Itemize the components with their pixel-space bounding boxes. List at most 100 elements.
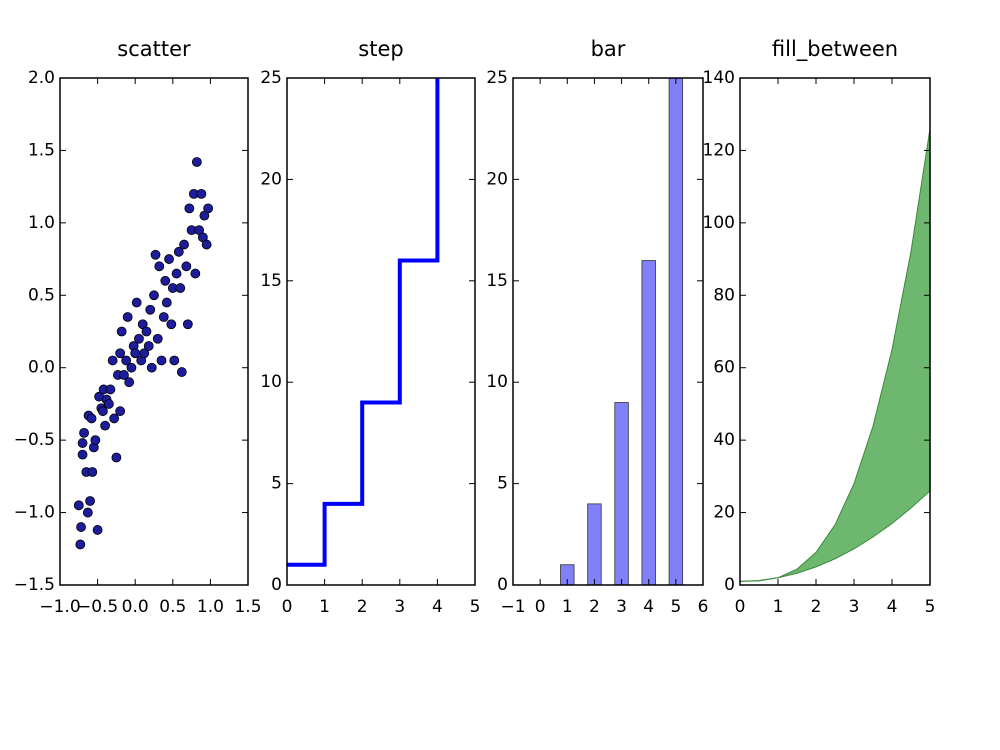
scatter-point	[149, 290, 159, 301]
y-tick-label: 100	[703, 213, 735, 233]
x-tick-label: 3	[616, 597, 627, 617]
y-tick-label: 25	[486, 68, 508, 88]
y-tick-label: 0	[724, 575, 735, 595]
scatter-point	[150, 249, 161, 260]
x-tick-label: 0.0	[122, 597, 149, 617]
scatter-point	[121, 355, 132, 366]
scatter-point	[156, 355, 167, 366]
scatter-point	[176, 367, 187, 377]
scatter-point	[92, 525, 103, 535]
y-tick-label: 15	[486, 271, 508, 291]
scatter-point	[139, 348, 150, 359]
scatter-point	[134, 333, 144, 344]
scatter-point	[169, 355, 180, 366]
scatter-point	[122, 312, 133, 322]
subplot-title: scatter	[117, 37, 191, 61]
y-tick-label: 0.5	[28, 285, 55, 305]
axes-frame	[739, 77, 931, 586]
subplot-title: fill_between	[772, 37, 898, 62]
y-tick-label: −1.5	[14, 575, 55, 595]
bar	[668, 77, 684, 586]
bar	[614, 402, 629, 586]
scatter-point	[131, 297, 142, 308]
y-tick-label: 20	[713, 503, 735, 523]
scatter-point	[97, 406, 108, 417]
bar	[641, 260, 656, 586]
scatter-point	[115, 406, 126, 417]
scatter-point	[82, 507, 93, 518]
scatter-point	[90, 435, 101, 446]
scatter-point	[146, 362, 157, 373]
y-tick-label: 40	[713, 430, 735, 450]
scatter-point	[119, 370, 129, 380]
scatter-point	[145, 304, 156, 315]
scatter-point	[77, 438, 88, 448]
scatter-point	[160, 275, 171, 286]
scatter-point	[115, 348, 126, 359]
y-tick-label: 25	[260, 68, 282, 88]
y-tick-label: 5	[271, 474, 282, 494]
x-tick-label: 0	[535, 597, 546, 617]
scatter-point	[111, 452, 122, 463]
y-tick-label: 2.0	[28, 68, 55, 88]
x-tick-label: −1.0	[39, 597, 80, 617]
x-tick-label: 3	[394, 597, 405, 617]
scatter-point	[107, 355, 118, 366]
x-tick-label: −1	[500, 597, 525, 617]
scatter-point	[203, 203, 214, 214]
scatter-point	[166, 319, 177, 330]
x-tick-label: 1	[773, 597, 784, 617]
scatter-point	[79, 427, 89, 438]
scatter-point	[103, 399, 114, 409]
subplot-title: bar	[591, 37, 626, 61]
x-tick-label: 2	[357, 597, 368, 617]
scatter-point	[86, 413, 97, 424]
scatter-point	[175, 283, 186, 293]
y-tick-label: 60	[713, 358, 735, 378]
lower-edge	[739, 490, 931, 582]
x-tick-label: 0.5	[159, 597, 186, 617]
scatter-point	[154, 261, 165, 272]
x-tick-label: 1	[562, 597, 573, 617]
x-tick-label: 5	[670, 597, 681, 617]
x-tick-label: 5	[925, 597, 936, 617]
x-tick-label: 6	[698, 597, 709, 617]
y-tick-label: 15	[260, 271, 282, 291]
scatter-point	[201, 239, 212, 250]
x-tick-label: 2	[811, 597, 822, 617]
scatter-point	[182, 319, 193, 330]
y-tick-label: 10	[260, 372, 282, 392]
scatter-point	[152, 333, 163, 344]
y-tick-label: 0	[497, 575, 508, 595]
y-tick-label: 0	[271, 575, 282, 595]
y-tick-label: 0.0	[28, 358, 55, 378]
x-tick-label: 0	[735, 597, 746, 617]
scatter-point	[173, 246, 184, 257]
scatter-point	[76, 522, 86, 532]
y-tick-label: 10	[486, 372, 508, 392]
y-tick-label: −0.5	[14, 430, 55, 450]
y-tick-label: 1.5	[28, 140, 55, 160]
scatter-point	[77, 449, 88, 460]
axes-frame	[512, 77, 704, 586]
y-tick-label: 20	[486, 169, 508, 189]
scatter-point	[191, 157, 202, 167]
axes-frame	[59, 77, 249, 586]
scatter-point	[184, 203, 195, 214]
scatter-point	[196, 188, 207, 199]
y-tick-label: 140	[703, 68, 735, 88]
scatter-point	[109, 413, 120, 424]
scatter-point	[161, 297, 172, 308]
subplot-title: step	[358, 37, 403, 61]
scatter-point	[181, 261, 192, 272]
scatter-point	[87, 467, 98, 477]
scatter-point	[179, 239, 189, 250]
x-tick-label: 5	[470, 597, 481, 617]
x-tick-label: 1.0	[197, 597, 224, 617]
x-tick-label: 4	[887, 597, 898, 617]
scatter-point	[73, 500, 84, 511]
scatter-point	[126, 362, 137, 373]
x-tick-label: 4	[643, 597, 654, 617]
x-tick-label: 3	[849, 597, 860, 617]
